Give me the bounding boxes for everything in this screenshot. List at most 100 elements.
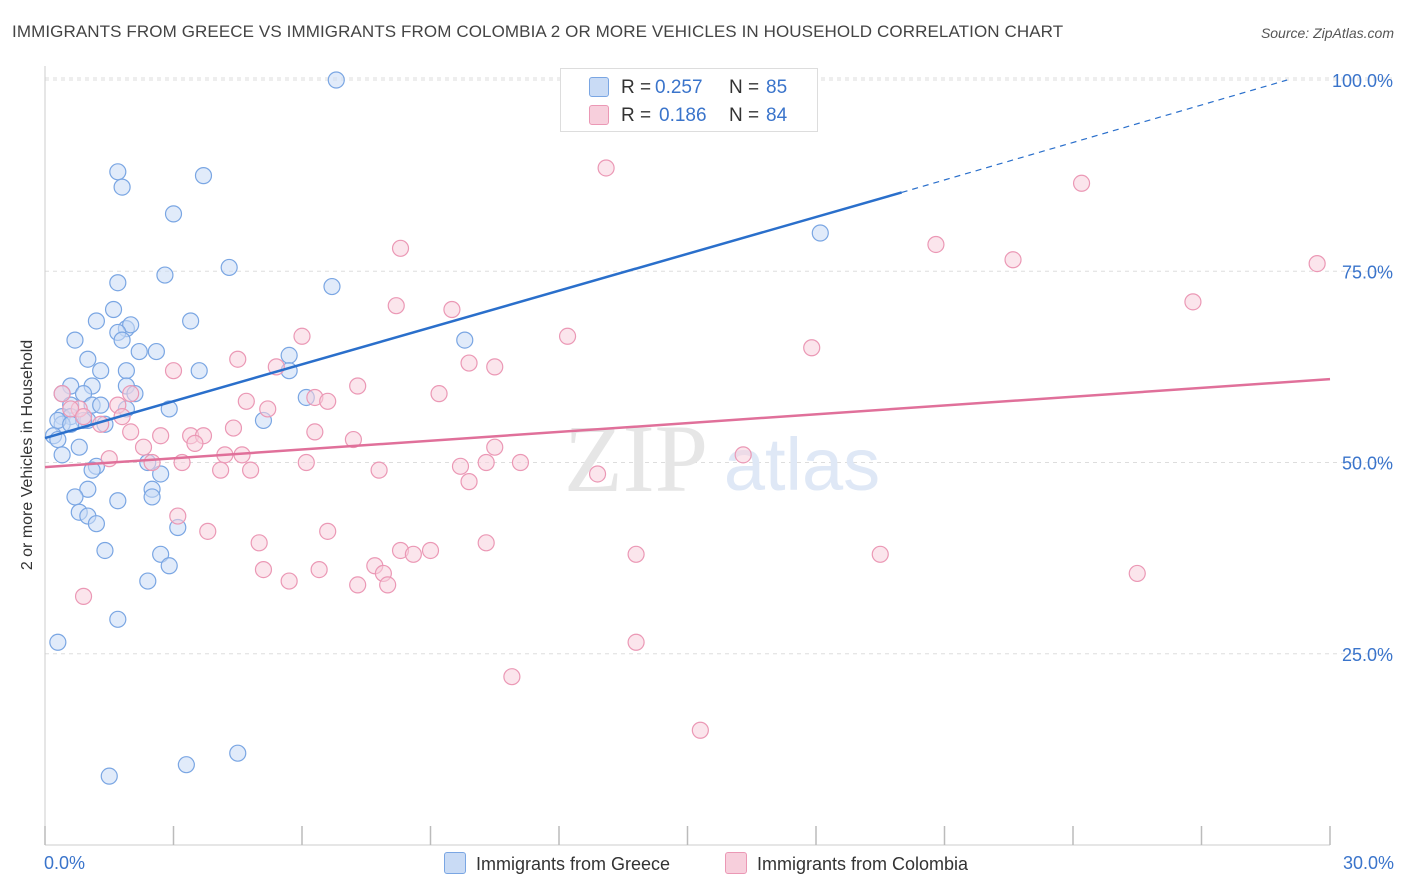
colombia-point <box>627 633 645 651</box>
greece-point <box>79 350 97 368</box>
grid-layer <box>45 77 1392 655</box>
colombia-point <box>558 327 577 345</box>
colombia-point <box>588 465 607 483</box>
greece-point <box>177 756 195 774</box>
greece-point <box>152 545 170 563</box>
legend-n-label: N = <box>729 77 760 98</box>
colombia-point <box>224 419 243 437</box>
greece-point <box>92 396 110 414</box>
colombia-point <box>1308 255 1326 273</box>
colombia-point <box>280 572 298 590</box>
greece-point <box>280 346 298 364</box>
colombia-point <box>74 408 93 426</box>
colombia-point <box>486 438 504 456</box>
y-tick-label-50: 50.0% <box>1342 454 1393 474</box>
colombia-point <box>503 668 521 686</box>
y-axis-title-wrap: 2 or more Vehicles in Household <box>19 340 37 570</box>
colombia-point <box>254 560 273 579</box>
greece-point <box>49 633 67 651</box>
colombia-point <box>349 576 367 594</box>
greece-point <box>104 300 123 319</box>
colombia-point <box>237 392 255 410</box>
colombia-legend-label: Immigrants from Colombia <box>757 854 969 874</box>
legend-row-greece: R = 0.257 N = 85 <box>561 73 817 99</box>
x-tick-label-max: 30.0% <box>1343 853 1394 873</box>
colombia-point <box>460 354 478 372</box>
greece-point <box>109 492 127 510</box>
colombia-point <box>297 453 315 472</box>
legend-r-label: R = <box>621 77 652 98</box>
colombia-legend-swatch <box>725 852 747 874</box>
colombia-point <box>927 235 945 254</box>
colombia-trend-line <box>44 377 1331 469</box>
y-tick-labels: 25.0% 50.0% 75.0% 100.0% <box>1332 71 1393 665</box>
greece-point <box>109 163 127 181</box>
bottom-legend-colombia: Immigrants from Colombia <box>725 852 968 875</box>
colombia-point <box>74 587 93 605</box>
colombia-point <box>1184 293 1202 311</box>
greece-legend-swatch <box>444 852 466 874</box>
greece-point <box>117 362 135 380</box>
colombia-point <box>627 545 645 563</box>
greece-point <box>83 461 101 479</box>
colombia-point <box>310 560 328 579</box>
colombia-point <box>186 434 204 452</box>
greece-point <box>164 205 183 223</box>
greece-point <box>147 342 165 361</box>
colombia-point <box>293 327 311 345</box>
greece-point <box>79 480 97 498</box>
colombia-swatch <box>589 105 609 125</box>
colombia-point <box>319 522 337 540</box>
chart-title: IMMIGRANTS FROM GREECE VS IMMIGRANTS FRO… <box>12 22 1064 41</box>
colombia-point <box>451 457 470 475</box>
colombia-point <box>803 339 821 357</box>
colombia-point <box>477 453 495 472</box>
greece-point <box>53 446 71 464</box>
greece-point <box>156 266 174 284</box>
source-credit: Source: ZipAtlas.com <box>1260 25 1394 41</box>
greece-point <box>122 316 140 334</box>
greece-point <box>811 224 829 242</box>
greece-point <box>190 362 208 380</box>
legend-colombia-n: 84 <box>766 105 788 126</box>
colombia-point <box>122 423 140 441</box>
greece-point <box>66 488 84 506</box>
colombia-point <box>122 385 140 403</box>
legend-colombia-r: 0.186 <box>659 105 707 126</box>
greece-point <box>182 312 200 330</box>
colombia-point <box>734 446 752 464</box>
colombia-point <box>143 453 161 472</box>
colombia-point <box>349 377 367 395</box>
greece-point <box>130 342 148 361</box>
greece-point <box>194 167 213 185</box>
colombia-point <box>387 297 405 315</box>
legend-greece-r: 0.257 <box>655 77 703 98</box>
colombia-point <box>1004 251 1022 269</box>
greece-point <box>96 541 114 560</box>
trend-layer <box>44 79 1331 469</box>
colombia-point <box>404 545 422 563</box>
colombia-point <box>421 541 440 560</box>
greece-point <box>220 258 238 277</box>
greece-point <box>66 331 84 349</box>
greece-point <box>143 488 161 506</box>
colombia-point <box>53 385 71 403</box>
greece-point <box>113 178 131 196</box>
colombia-point <box>62 400 80 418</box>
greece-swatch <box>589 77 609 97</box>
colombia-point <box>460 473 478 491</box>
colombia-point <box>199 522 217 540</box>
greece-point <box>327 71 345 89</box>
colombia-point <box>1072 174 1091 192</box>
legend-row-colombia: R = 0.186 N = 84 <box>561 101 817 127</box>
colombia-point <box>319 392 337 410</box>
colombia-point <box>169 507 187 525</box>
legend-r-label: R = <box>621 105 652 126</box>
greece-point <box>87 515 106 533</box>
colombia-point <box>212 461 230 479</box>
y-tick-label-75: 75.0% <box>1342 262 1393 282</box>
x-tick-label-min: 0.0% <box>44 853 85 873</box>
colombia-point <box>477 534 495 552</box>
colombia-point <box>344 430 362 449</box>
